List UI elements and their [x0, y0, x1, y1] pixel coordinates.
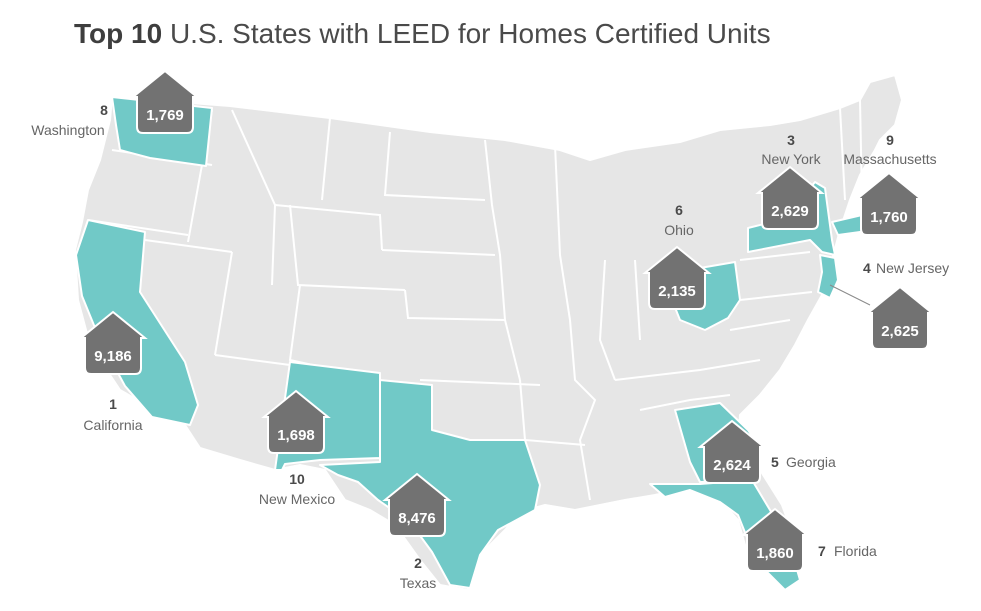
rank-label-california: 1 [109, 396, 117, 412]
units-value-new-mexico: 1,698 [277, 427, 315, 444]
rank-label-washington: 8 [100, 102, 108, 118]
units-value-florida: 1,860 [756, 545, 794, 562]
state-name-florida: Florida [834, 543, 877, 559]
house-marker-california: 9,186 [78, 310, 148, 375]
rank-label-texas: 2 [414, 555, 422, 571]
rank-label-new-york: 3 [787, 132, 795, 148]
units-value-new-jersey: 2,625 [881, 323, 919, 340]
state-name-ohio: Ohio [664, 222, 694, 238]
house-marker-new-mexico: 1,698 [261, 389, 331, 454]
state-labels: 1 California 2 Texas 3 New York 4 New Jersey 5 Ge… [31, 102, 949, 591]
state-new-jersey [817, 254, 839, 299]
house-icon [865, 285, 935, 350]
house-marker-new-york: 2,629 [755, 165, 825, 230]
house-marker-massachusetts: 1,760 [854, 171, 924, 236]
rank-label-florida: 7 [818, 543, 826, 559]
house-icon [854, 171, 924, 236]
house-icon [78, 310, 148, 375]
map-title: Top 10 U.S. States with LEED for Homes C… [74, 18, 771, 50]
house-icon [697, 419, 767, 484]
state-name-new-mexico: New Mexico [259, 491, 335, 507]
rank-label-massachusetts: 9 [886, 132, 894, 148]
house-icon [642, 245, 712, 310]
house-icon [740, 507, 810, 572]
state-name-washington: Washington [31, 122, 104, 138]
house-marker-ohio: 2,135 [642, 245, 712, 310]
state-name-california: California [83, 417, 142, 433]
units-value-ohio: 2,135 [658, 283, 696, 300]
house-icon [755, 165, 825, 230]
units-value-texas: 8,476 [398, 510, 436, 527]
house-marker-washington: 1,769 [130, 69, 200, 134]
house-marker-georgia: 2,624 [697, 419, 767, 484]
title-rest: U.S. States with LEED for Homes Certifie… [169, 18, 771, 49]
house-marker-florida: 1,860 [740, 507, 810, 572]
house-marker-texas: 8,476 [382, 472, 452, 537]
state-name-new-york: New York [761, 151, 821, 167]
units-value-new-york: 2,629 [771, 203, 809, 220]
state-name-georgia: Georgia [786, 454, 836, 470]
value-markers: 9,186 8,476 2,629 2,625 2,624 2,135 1,860 1,769… [78, 69, 935, 572]
house-marker-new-jersey: 2,625 [865, 285, 935, 350]
state-name-texas: Texas [400, 575, 437, 591]
rank-label-new-mexico: 10 [289, 471, 305, 487]
state-name-massachusetts: Massachusetts [843, 151, 936, 167]
rank-label-georgia: 5 [771, 454, 779, 470]
house-icon [130, 69, 200, 134]
units-value-massachusetts: 1,760 [870, 209, 908, 226]
title-strong: Top 10 [74, 18, 163, 49]
state-california [75, 219, 199, 426]
state-name-new-jersey: New Jersey [876, 260, 949, 276]
rank-label-new-jersey: 4 [863, 260, 871, 276]
units-value-california: 9,186 [94, 348, 132, 365]
units-value-georgia: 2,624 [713, 457, 751, 474]
highlighted-states [75, 96, 876, 591]
rank-label-ohio: 6 [675, 202, 683, 218]
house-icon [261, 389, 331, 454]
units-value-washington: 1,769 [146, 107, 184, 124]
house-icon [382, 472, 452, 537]
